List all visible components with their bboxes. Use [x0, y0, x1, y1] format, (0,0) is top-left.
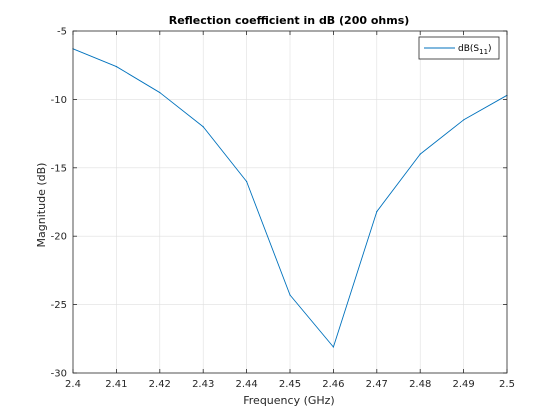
data-point: [202, 126, 204, 128]
x-tick-label: 2.4: [65, 379, 81, 390]
x-tick-label: 2.42: [149, 379, 171, 390]
data-point: [246, 180, 248, 183]
axis-ticks: [72, 30, 508, 374]
legend-label-s11: dB(S11): [458, 44, 492, 56]
legend-label-subscript: 11: [479, 48, 488, 56]
x-tick-label: 2.41: [105, 379, 127, 390]
data-point: [115, 65, 117, 68]
y-tick-label: -30: [51, 369, 67, 380]
legend-label-main: dB(S: [458, 44, 479, 54]
grid-lines: [73, 31, 507, 373]
y-tick-label: -10: [51, 95, 67, 106]
x-tick-label: 2.49: [452, 379, 474, 390]
data-point: [159, 91, 161, 94]
x-tick-label: 2.46: [322, 379, 344, 390]
chart-title: Reflection coefficient in dB (200 ohms): [169, 14, 410, 27]
x-tick-label: 2.47: [366, 379, 388, 390]
y-tick-label: -20: [51, 232, 67, 243]
y-tick-label: -15: [51, 163, 67, 174]
data-point: [376, 210, 378, 213]
x-tick-label: 2.43: [192, 379, 214, 390]
data-point: [332, 346, 334, 348]
data-point: [463, 119, 465, 121]
legend-box: [418, 36, 500, 60]
tick-labels: 2.4 2.41 2.42 2.43 2.44 2.45 2.46 2.47 2.48 2.49 2…: [51, 27, 515, 391]
data-point: [289, 294, 291, 296]
y-axis-title: Magnitude (dB): [35, 163, 48, 248]
x-tick-label: 2.5: [499, 379, 515, 390]
legend: dB(S11): [418, 36, 500, 60]
x-tick-label: 2.44: [235, 379, 257, 390]
legend-label-end: ): [488, 44, 492, 54]
y-tick-label: -25: [51, 300, 67, 311]
x-tick-label: 2.48: [409, 379, 431, 390]
x-axis-title: Frequency (GHz): [243, 394, 334, 407]
x-tick-label: 2.45: [279, 379, 301, 390]
data-point: [419, 153, 421, 155]
y-tick-label: -5: [57, 27, 67, 38]
